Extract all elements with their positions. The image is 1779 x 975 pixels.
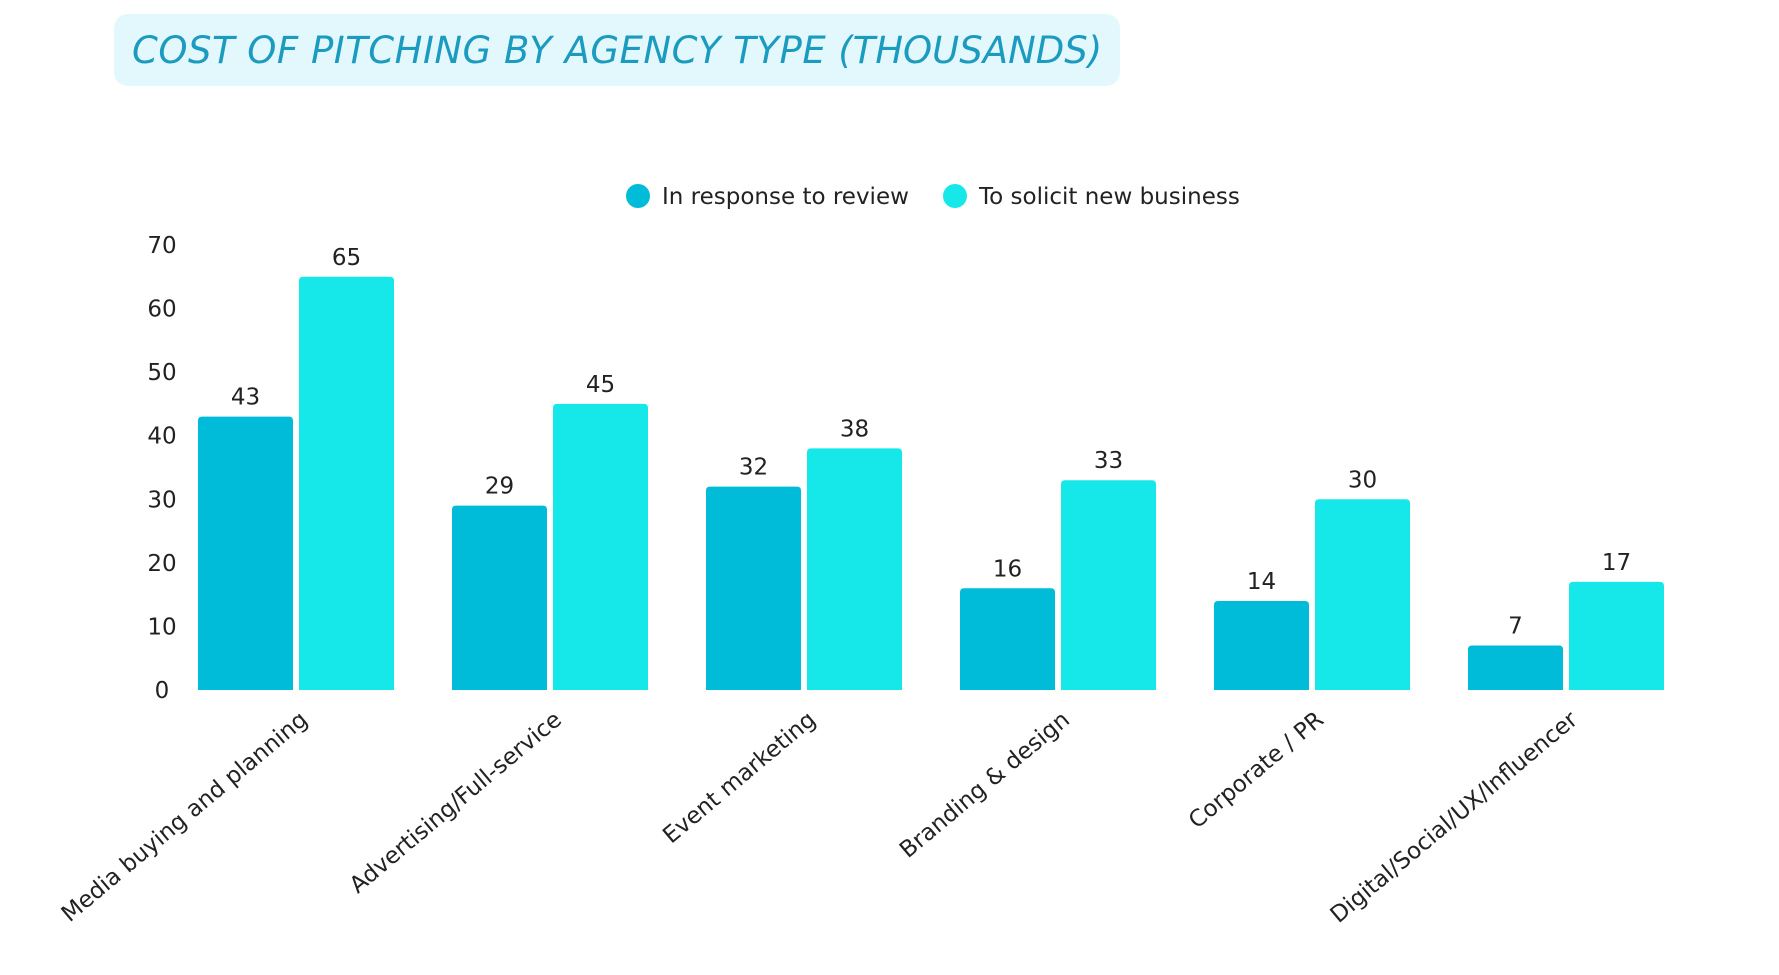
x-category-label: Event marketing [658, 707, 821, 849]
data-label: 43 [231, 385, 260, 411]
data-label: 17 [1602, 550, 1631, 576]
y-tick-label: 50 [147, 360, 176, 386]
data-label: 16 [993, 556, 1022, 582]
bar [1468, 645, 1563, 690]
data-label: 65 [332, 245, 361, 271]
chart-title: COST OF PITCHING BY AGENCY TYPE [132, 28, 827, 72]
data-label: 38 [840, 416, 869, 442]
y-tick-label: 40 [147, 424, 176, 450]
x-category-label: Corporate / PR [1184, 707, 1329, 834]
bar [1214, 601, 1309, 690]
y-tick-label: 10 [147, 614, 176, 640]
data-label: 14 [1247, 569, 1276, 595]
chart-subtitle: (THOUSANDS) [838, 28, 1103, 72]
bar [198, 416, 293, 690]
bar [807, 448, 902, 690]
bar [960, 588, 1055, 690]
data-label: 7 [1508, 614, 1523, 640]
y-tick-label: 20 [147, 551, 176, 577]
legend-marker [626, 184, 650, 208]
y-tick-label: 0 [155, 678, 170, 704]
x-category-label: Advertising/Full-service [345, 707, 567, 899]
bar [706, 486, 801, 690]
legend-label: In response to review [662, 184, 909, 210]
y-tick-label: 60 [147, 297, 176, 323]
bar [299, 276, 394, 690]
x-category-label: Media buying and planning [57, 707, 313, 928]
legend-label: To solicit new business [978, 184, 1240, 210]
data-label: 32 [739, 455, 768, 481]
bar [1061, 480, 1156, 690]
x-category-label: Digital/Social/UX/Influencer [1326, 706, 1584, 928]
y-tick-label: 70 [147, 233, 176, 259]
bar [553, 403, 648, 690]
data-label: 30 [1348, 467, 1377, 493]
data-label: 45 [586, 372, 615, 398]
legend-marker [943, 184, 967, 208]
data-label: 33 [1094, 448, 1123, 474]
bar [452, 505, 547, 690]
bar [1315, 499, 1410, 690]
y-tick-label: 30 [147, 487, 176, 513]
bar [1569, 581, 1664, 690]
data-label: 29 [485, 474, 514, 500]
x-category-label: Branding & design [895, 707, 1075, 864]
chart-title-box: COST OF PITCHING BY AGENCY TYPE (THOUSAN… [114, 14, 1121, 86]
